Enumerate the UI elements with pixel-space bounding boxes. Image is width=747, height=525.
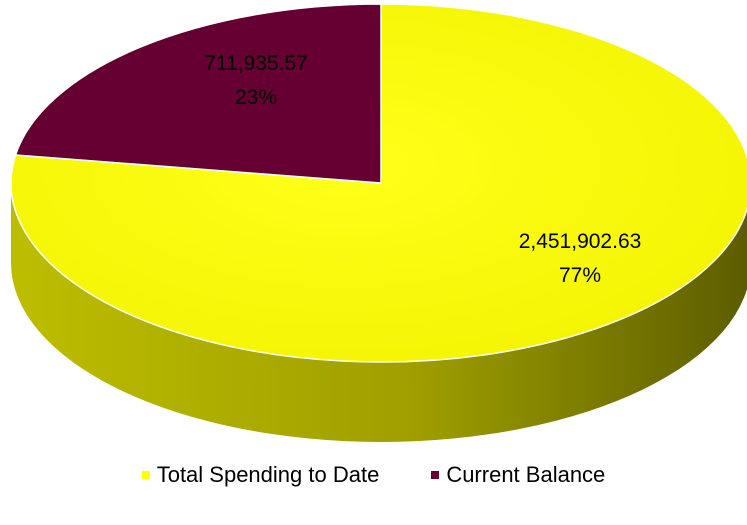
legend-swatch-icon xyxy=(142,471,150,479)
legend: Total Spending to Date Current Balance xyxy=(0,462,747,488)
slice-percent-label: 23% xyxy=(235,86,277,109)
legend-label: Total Spending to Date xyxy=(157,462,380,488)
slice-value-label: 711,935.57 xyxy=(204,52,308,75)
legend-item: Total Spending to Date xyxy=(142,462,380,488)
slice-value-label: 2,451,902.63 xyxy=(519,230,642,253)
slice-percent-label: 77% xyxy=(559,264,601,287)
pie-slice-current-balance xyxy=(16,4,381,183)
legend-label: Current Balance xyxy=(446,462,605,488)
legend-item: Current Balance xyxy=(431,462,605,488)
legend-swatch-icon xyxy=(431,471,439,479)
